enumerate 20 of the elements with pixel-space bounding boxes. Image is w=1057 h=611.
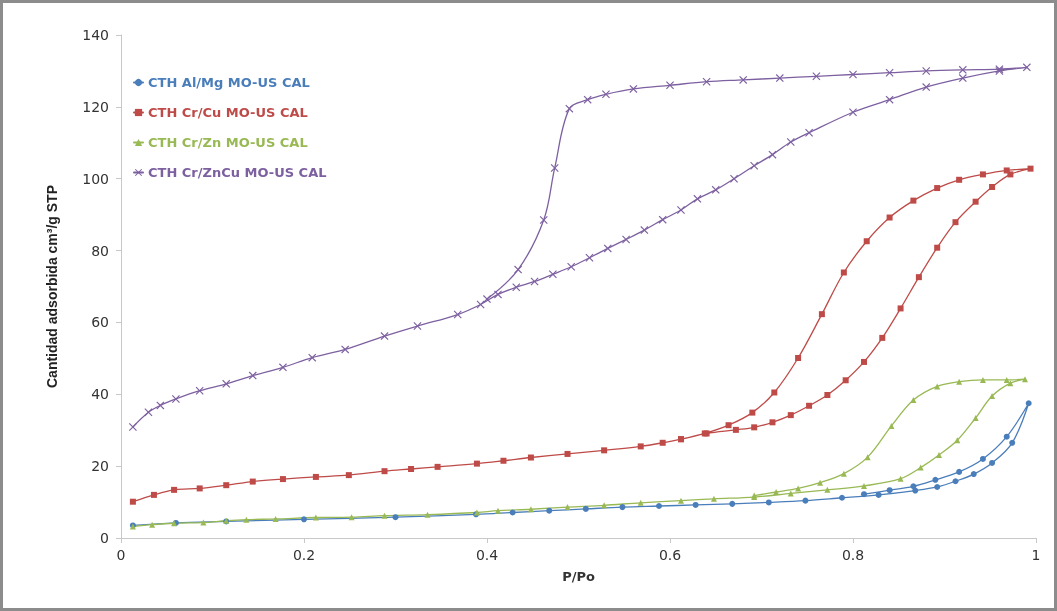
y-tick-label: 60 xyxy=(91,314,109,331)
x-tick-label: 0.8 xyxy=(841,547,865,563)
legend-label: CTH Al/Mg MO-US CAL xyxy=(148,75,310,90)
y-tick-label: 80 xyxy=(91,242,109,259)
x-tick-label: 0.4 xyxy=(475,547,499,563)
x-tick-label: 1 xyxy=(1031,547,1041,563)
x-tick-label: 0.2 xyxy=(292,547,316,563)
legend-label: CTH Cr/Cu MO-US CAL xyxy=(148,105,308,120)
x-tick-label: 0.6 xyxy=(658,547,682,563)
y-tick-label: 140 xyxy=(82,27,109,43)
y-tick-label: 100 xyxy=(82,170,109,187)
y-tick-label: 20 xyxy=(91,458,109,475)
y-tick-label: 40 xyxy=(91,386,109,403)
legend-label: CTH Cr/Zn MO-US CAL xyxy=(148,135,308,150)
y-tick-label: 0 xyxy=(100,530,109,546)
x-tick-label: 0 xyxy=(116,547,126,563)
legend-label: CTH Cr/ZnCu MO-US CAL xyxy=(148,165,327,180)
y-axis-title: Cantidad adsorbida cm³/g STP xyxy=(44,184,60,389)
y-tick-label: 120 xyxy=(82,98,109,115)
x-axis-title: P/Po xyxy=(562,569,595,584)
